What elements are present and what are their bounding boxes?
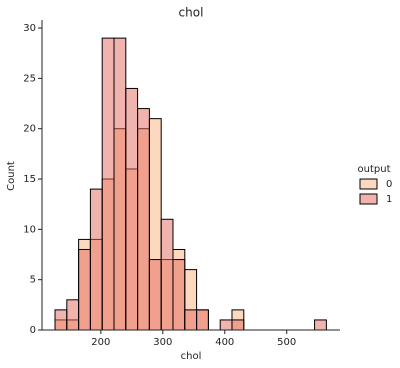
histogram-bar [148, 259, 162, 331]
y-tick-label: 10 [23, 224, 36, 235]
histogram-bar [219, 319, 233, 331]
histogram-bar [137, 108, 150, 331]
histogram-bar [196, 309, 209, 331]
x-tick-label: 200 [91, 337, 110, 348]
histogram-bar [89, 188, 103, 331]
histogram-bar [314, 319, 327, 331]
histogram-bar [231, 319, 245, 331]
histogram-bar [125, 87, 139, 331]
legend-label: 0 [386, 179, 392, 190]
x-axis-label: chol [181, 351, 202, 362]
y-tick-label: 30 [23, 23, 36, 34]
y-axis-label: Count [6, 161, 17, 191]
legend-title: output [358, 164, 391, 175]
histogram-bar [160, 218, 174, 331]
y-tick-label: 15 [23, 174, 36, 185]
y-tick-label: 0 [30, 325, 36, 336]
x-tick-label: 400 [215, 337, 234, 348]
histogram-bar [113, 37, 127, 331]
legend-label: 1 [386, 194, 392, 205]
legend-swatch [359, 193, 378, 205]
y-tick-label: 20 [23, 124, 36, 135]
histogram-bar [78, 248, 91, 331]
histogram-bar [101, 37, 115, 331]
x-tick-label: 500 [277, 337, 296, 348]
chart-title: chol [179, 6, 204, 20]
y-tick-label: 5 [30, 275, 36, 286]
histogram-bar [54, 309, 68, 331]
x-tick-label: 300 [153, 337, 172, 348]
y-tick-label: 25 [23, 73, 36, 84]
legend-swatch [359, 178, 378, 190]
histogram-bar [172, 259, 186, 331]
histogram-bar [66, 299, 80, 331]
histogram-bar [184, 309, 198, 331]
